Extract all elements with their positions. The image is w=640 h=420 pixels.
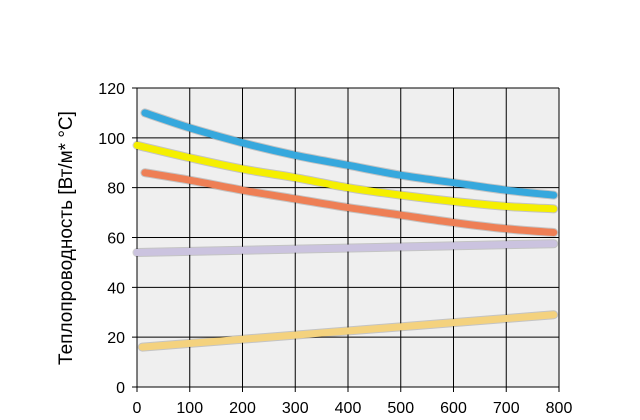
x-tick-label: 300 [282, 400, 309, 417]
x-tick-label: 400 [335, 400, 362, 417]
series-lines [132, 108, 559, 352]
x-tick-label: 800 [546, 400, 573, 417]
y-tick-label: 40 [107, 280, 125, 297]
y-tick-label: 60 [107, 231, 125, 248]
series-line-2 [133, 141, 558, 213]
x-tick-label: 100 [176, 400, 203, 417]
y-tick-label: 20 [107, 330, 125, 347]
y-tick-label: 120 [98, 81, 125, 98]
y-tick-label: 80 [107, 181, 125, 198]
x-tick-label: 500 [387, 400, 414, 417]
x-tick-label: 700 [493, 400, 520, 417]
series-line-1 [141, 109, 558, 199]
y-tick-label: 0 [116, 380, 125, 397]
y-ticks: 0 20 40 60 80 100 120 [98, 81, 125, 397]
y-axis-label: Теплопроводность [Вт/м* °С] [56, 111, 77, 365]
x-tick-label: 600 [440, 400, 467, 417]
series-line-5 [138, 311, 558, 351]
x-tick-label: 200 [229, 400, 256, 417]
x-tick-label: 0 [133, 400, 142, 417]
y-tick-label: 100 [98, 131, 125, 148]
x-ticks: 0 100 200 300 400 500 600 700 800 [133, 400, 573, 417]
series-line-3 [141, 169, 558, 237]
series-line-4 [133, 240, 558, 256]
